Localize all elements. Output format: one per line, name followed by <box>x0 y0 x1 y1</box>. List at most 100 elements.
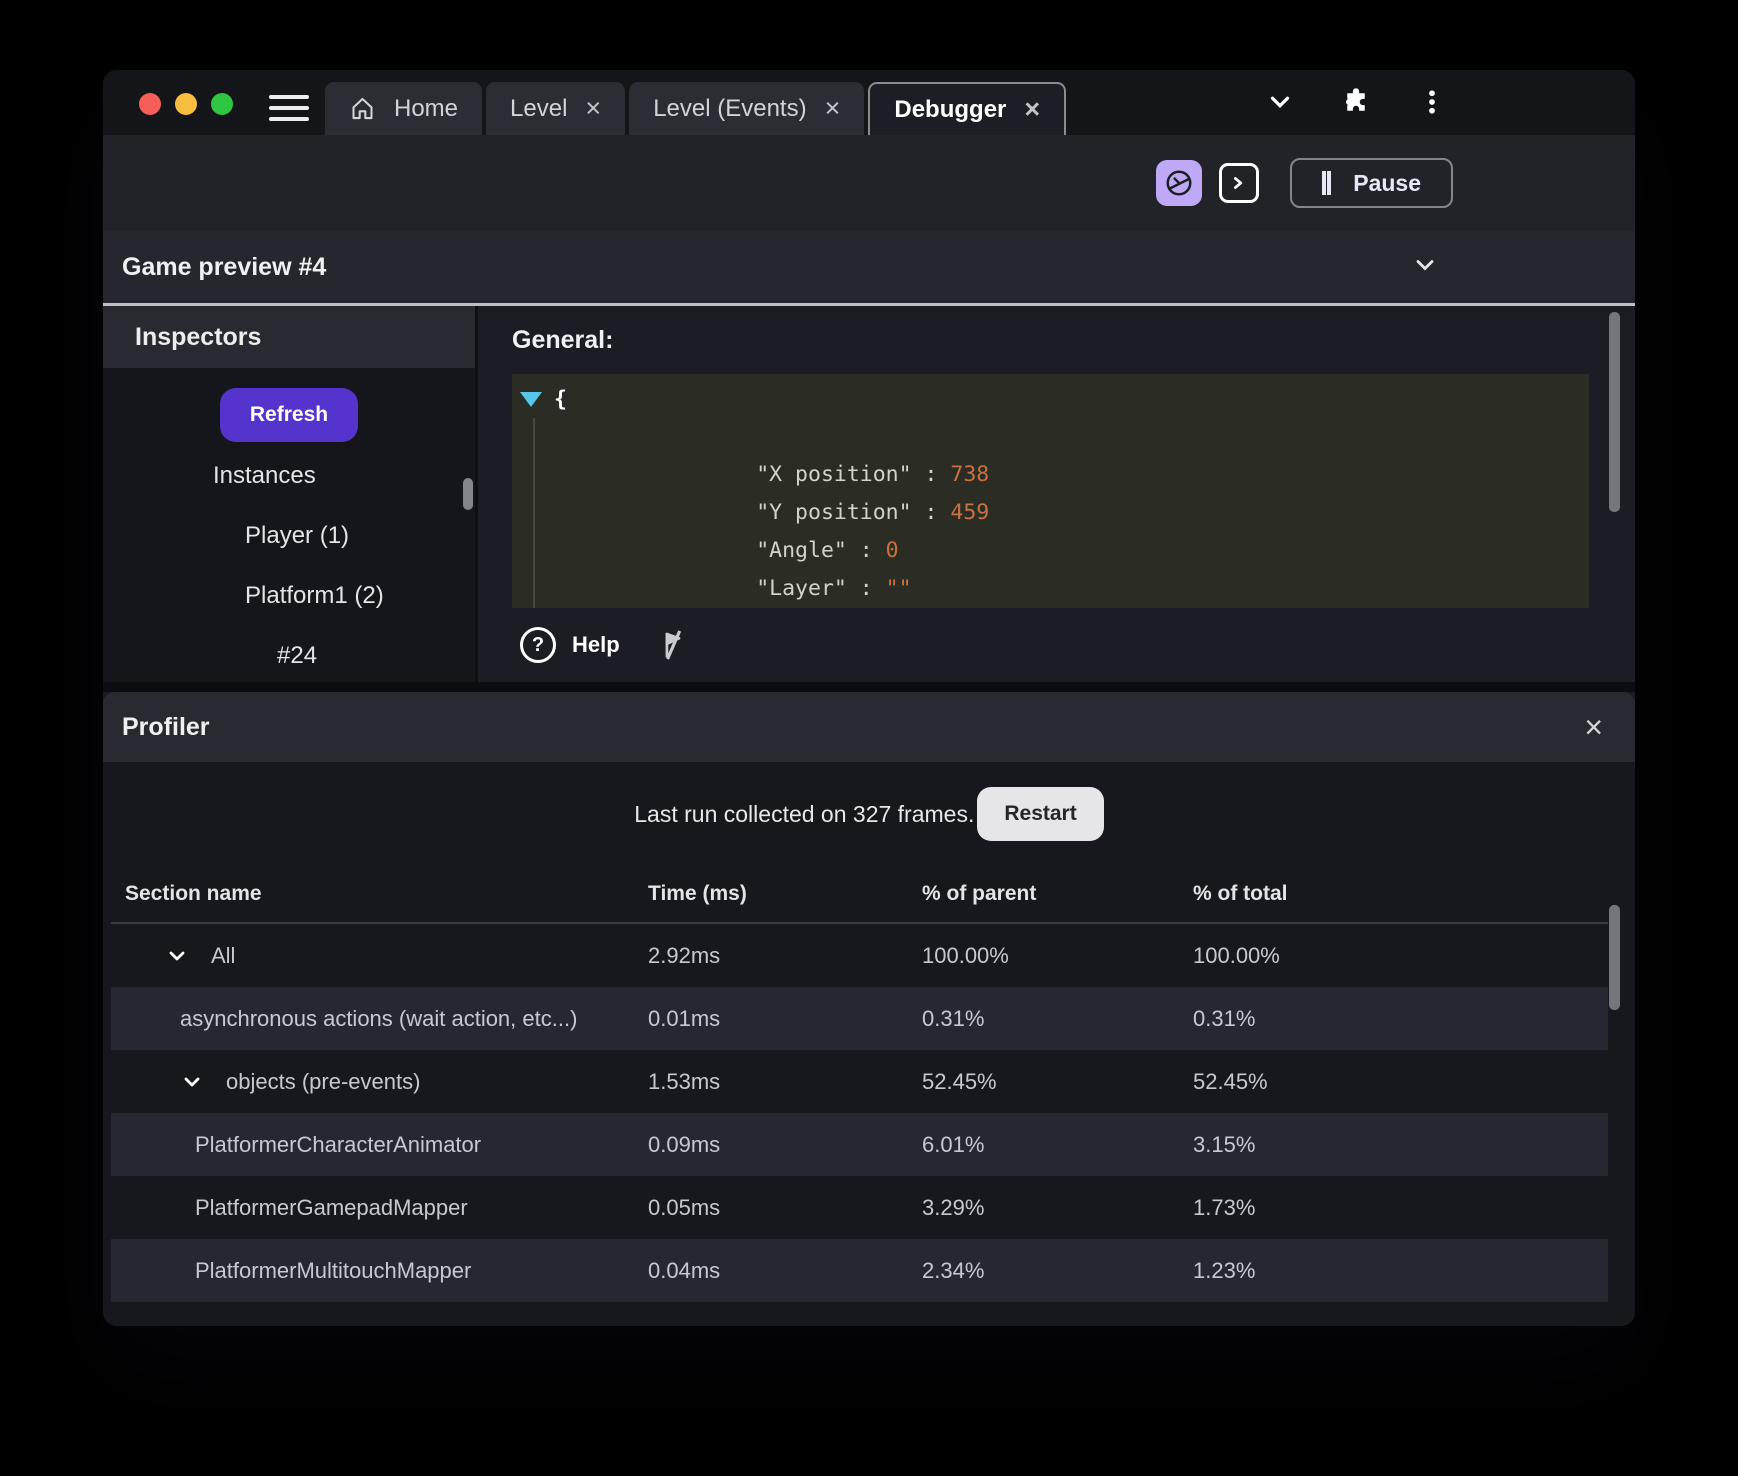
percent-of-total: 0.31% <box>1193 1005 1256 1031</box>
column-percent-total: % of total <box>1193 882 1288 905</box>
console-button[interactable] <box>1219 163 1260 203</box>
help-label[interactable]: Help <box>572 632 620 657</box>
time-value: 0.01ms <box>648 1005 721 1031</box>
json-entry[interactable]: "Y position" : 459 <box>575 456 1589 525</box>
column-percent-parent: % of parent <box>922 882 1037 905</box>
time-value: 2.92ms <box>648 942 721 968</box>
restart-button[interactable]: Restart <box>977 787 1104 841</box>
tab[interactable]: Debugger × <box>868 82 1067 135</box>
time-value: 1.53ms <box>648 1068 721 1094</box>
section-name: PlatformerMultitouchMapper <box>195 1257 472 1283</box>
json-entry[interactable]: "Layer" : "" <box>575 532 1589 601</box>
app-window: Home × Level × <box>103 70 1635 1326</box>
section-divider <box>103 303 1635 306</box>
inspectors-panel: Inspectors Refresh Instances Player (1) … <box>103 306 478 682</box>
percent-of-parent: 52.45% <box>922 1068 997 1094</box>
tree-item[interactable]: Instances <box>103 446 475 506</box>
tab[interactable]: Level × <box>486 82 626 135</box>
tab-close-icon[interactable]: × <box>824 93 841 123</box>
profiler-table-header: Section name Time (ms) % of parent % of … <box>111 866 1608 924</box>
tab-label: Level <box>510 94 568 122</box>
chevron-down-icon[interactable] <box>1265 87 1295 122</box>
pause-button[interactable]: Pause <box>1290 158 1453 208</box>
profiler-close-icon[interactable]: × <box>1578 710 1609 744</box>
section-name: objects (pre-events) <box>226 1068 421 1094</box>
chevron-down-icon[interactable] <box>180 1070 226 1094</box>
tab-close-icon[interactable]: × <box>585 93 602 123</box>
json-value: 738 <box>950 462 990 487</box>
kebab-menu-icon[interactable] <box>1417 87 1447 122</box>
inspectors-title: Inspectors <box>135 322 262 351</box>
percent-of-total: 100.00% <box>1193 942 1280 968</box>
open-brace: { <box>554 386 567 412</box>
zoom-window-button[interactable] <box>211 93 233 115</box>
extensions-puzzle-icon[interactable] <box>1341 87 1371 122</box>
profiler-row[interactable]: objects (pre-events) 1.53ms 52.45% 52.45… <box>111 1050 1608 1113</box>
column-section-name: Section name <box>125 882 262 905</box>
tab-close-icon[interactable]: × <box>1024 94 1041 124</box>
json-inspector: { "X position" : 738 "Y position" : 459 <box>512 374 1589 608</box>
profiler-row[interactable]: PlatformerGamepadMapper 0.05ms 3.29% 1.7… <box>111 1176 1608 1239</box>
percent-of-parent: 0.31% <box>922 1005 985 1031</box>
inspectors-header: Inspectors <box>103 306 475 368</box>
tree-item[interactable]: Player (1) <box>103 506 475 566</box>
time-value: 0.05ms <box>648 1194 721 1220</box>
json-separator: : <box>911 462 951 487</box>
tree-item-label: Platform1 (2) <box>245 582 384 609</box>
json-value: 0 <box>885 538 899 563</box>
profiler-row[interactable]: PlatformerCharacterAnimator 0.09ms 6.01%… <box>111 1113 1608 1176</box>
percent-of-parent: 2.34% <box>922 1257 985 1283</box>
profiler-gauge-button[interactable] <box>1156 160 1203 206</box>
close-window-button[interactable] <box>139 93 161 115</box>
tab-bar: Home × Level × <box>103 70 1635 135</box>
percent-of-total: 3.15% <box>1193 1131 1256 1157</box>
json-entry[interactable]: "X position" : 738 <box>575 418 1589 487</box>
json-entry[interactable]: "Angle" : 0 <box>575 494 1589 563</box>
percent-of-parent: 6.01% <box>922 1131 985 1157</box>
percent-of-parent: 100.00% <box>922 942 1009 968</box>
general-panel: General: { "X position" : 738 "Y positio <box>478 306 1635 682</box>
refresh-button[interactable]: Refresh <box>219 388 359 442</box>
profiler-title: Profiler <box>122 712 210 741</box>
profiler-row[interactable]: PlatformerMultitouchMapper 0.04ms 2.34% … <box>111 1239 1608 1302</box>
game-preview-header[interactable]: Game preview #4 <box>103 231 1635 303</box>
column-time: Time (ms) <box>648 882 747 905</box>
menu-icon[interactable] <box>269 95 309 121</box>
pause-icon <box>1322 171 1332 195</box>
section-name: All <box>211 942 236 968</box>
json-key: "Layer" <box>756 576 847 601</box>
json-key: "X position" <box>756 462 912 487</box>
minimize-window-button[interactable] <box>175 93 197 115</box>
profiler-panel: Profiler × Last run collected on 327 fra… <box>103 692 1635 1326</box>
tree-item-label: Instances <box>213 462 316 489</box>
json-value: "" <box>885 576 912 601</box>
json-separator: : <box>846 576 886 601</box>
tab[interactable]: Home × <box>325 82 483 135</box>
help-icon[interactable]: ? <box>520 627 556 663</box>
profiler-row[interactable]: All 2.92ms 100.00% 100.00% <box>111 924 1608 987</box>
inspectors-scrollbar[interactable] <box>463 478 473 510</box>
section-name: PlatformerCharacterAnimator <box>195 1131 482 1157</box>
general-scrollbar[interactable] <box>1609 312 1620 512</box>
section-name: PlatformerGamepadMapper <box>195 1194 468 1220</box>
json-key: "Angle" <box>756 538 847 563</box>
json-entries: "X position" : 738 "Y position" : 459 "A… <box>533 418 1589 608</box>
tree-item[interactable]: #24 <box>103 626 475 686</box>
home-icon <box>349 95 376 122</box>
unfollow-flag-icon[interactable] <box>652 627 694 663</box>
json-separator: : <box>846 538 886 563</box>
collapse-chevron-icon[interactable] <box>1411 251 1439 284</box>
tab[interactable]: Level (Events) × <box>629 82 865 135</box>
profiler-row[interactable]: asynchronous actions (wait action, etc..… <box>111 987 1608 1050</box>
tree-item[interactable]: Platform1 (2) <box>103 566 475 626</box>
profiler-status-text: Last run collected on 327 frames. <box>634 800 975 827</box>
instances-tree: Instances Player (1) Platform1 (2) #24 <box>103 446 475 686</box>
time-value: 0.09ms <box>648 1131 721 1157</box>
profiler-scrollbar[interactable] <box>1609 905 1620 1010</box>
tab-label: Level (Events) <box>653 94 807 122</box>
chevron-down-icon[interactable] <box>165 944 211 968</box>
percent-of-parent: 3.29% <box>922 1194 985 1220</box>
general-header: General: <box>478 306 1635 374</box>
expander-triangle-icon[interactable] <box>520 391 542 407</box>
percent-of-total: 1.23% <box>1193 1257 1256 1283</box>
